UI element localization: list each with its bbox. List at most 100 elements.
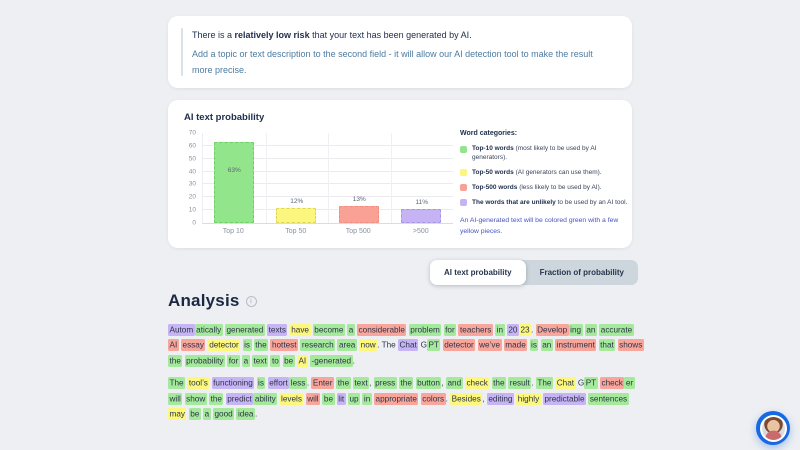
highlighted-token: . <box>445 394 448 403</box>
highlighted-token: hottest <box>270 339 299 351</box>
highlighted-token: the <box>336 377 351 389</box>
highlighted-token: press <box>373 377 397 389</box>
legend-note: An AI-generated text will be colored gre… <box>460 217 619 235</box>
legend-item: The words that are unlikely to be used b… <box>460 199 630 208</box>
highlighted-token: . <box>531 325 534 334</box>
highlighted-token: considerable <box>357 323 407 336</box>
legend-item-text: Top-500 words (less likely to be used by… <box>472 183 602 191</box>
support-chat-button[interactable] <box>756 411 790 445</box>
highlighted-token: may <box>168 408 187 420</box>
highlighted-token: is <box>256 377 266 389</box>
highlighted-token: lit <box>336 392 346 405</box>
highlighted-token: PT <box>584 377 598 389</box>
highlighted-token: predictable <box>542 392 587 405</box>
highlighted-token: AI <box>296 354 308 367</box>
highlighted-token: colors <box>420 392 446 405</box>
highlighted-token: Enter <box>311 377 334 389</box>
highlighted-token: . <box>377 340 380 350</box>
highlighted-token: Besides <box>450 392 483 405</box>
risk-card-accent-line <box>181 28 183 76</box>
highlighted-token: a <box>347 323 355 336</box>
x-axis: Top 10 Top 50 Top 500 >500 <box>202 226 452 235</box>
bar-chart: 0 10 20 30 40 50 60 70 63% 12% 13% 11% Top 10 Top 5… <box>184 129 454 237</box>
highlighted-token: detector <box>207 339 241 351</box>
highlighted-token: . <box>531 378 534 388</box>
bar-value-label: 12% <box>290 197 304 205</box>
tab-fraction-of-probability[interactable]: Fraction of probability <box>526 260 638 285</box>
highlighted-token: an <box>584 323 597 336</box>
highlighted-token: highly <box>516 392 541 405</box>
y-axis-tick-label: 30 <box>188 180 196 188</box>
highlighted-token: result <box>508 377 532 389</box>
y-axis-tick-label: 0 <box>192 219 196 227</box>
bar-value-label: 13% <box>352 196 366 204</box>
y-axis-tick-label: 60 <box>188 142 196 150</box>
y-axis-tick-label: 10 <box>188 206 196 214</box>
y-axis-tick-label: 70 <box>188 129 196 137</box>
legend-swatch <box>460 184 467 191</box>
highlighted-token: text <box>251 354 269 367</box>
highlighted-token: G <box>420 340 427 350</box>
gridline-vertical <box>265 133 267 223</box>
y-axis-tick-label: 50 <box>188 155 196 163</box>
risk-summary-card: There is a relatively low risk that your… <box>168 16 632 88</box>
x-axis-label: >500 <box>412 228 429 235</box>
highlighted-token: the <box>253 339 269 351</box>
bar-top-10 <box>213 142 254 223</box>
highlighted-token: effort <box>267 377 290 389</box>
risk-level-text: relatively low risk <box>234 30 310 40</box>
highlighted-token: appropriate <box>374 392 419 405</box>
highlighted-token: be <box>188 408 201 420</box>
highlighted-token: , <box>441 378 444 388</box>
highlighted-token: AI <box>168 339 179 351</box>
support-agent-photo <box>759 414 787 442</box>
risk-headline-prefix: There is a <box>192 30 235 40</box>
highlighted-token: atically <box>194 323 223 336</box>
highlighted-token: text <box>352 377 370 389</box>
highlighted-token: area <box>337 339 357 351</box>
highlighted-token: functioning <box>211 377 255 389</box>
highlighted-token: is <box>529 339 539 351</box>
legend-swatch <box>460 169 467 176</box>
highlighted-token: have <box>289 323 311 336</box>
legend-swatch <box>460 199 467 206</box>
highlighted-token: to <box>270 354 281 367</box>
analysis-paragraph-1: Autom atically generated texts have becom… <box>168 322 646 369</box>
chart-title: AI text probability <box>184 112 265 123</box>
highlighted-token: Develop <box>535 323 569 336</box>
bar-slot: 63% <box>203 133 266 223</box>
highlighted-token: PT <box>426 339 441 351</box>
highlighted-token: generated <box>224 323 265 336</box>
risk-hint-text: Add a topic or text description to the s… <box>192 49 593 75</box>
highlighted-token: be <box>322 392 335 405</box>
highlighted-token: now <box>359 339 378 351</box>
highlighted-token: G <box>577 378 585 388</box>
highlighted-token: for <box>227 354 240 367</box>
highlighted-token: essay <box>181 339 206 351</box>
info-icon[interactable]: i <box>245 295 257 307</box>
highlighted-token: problem <box>408 323 442 336</box>
highlighted-token: good <box>212 408 235 420</box>
bar-top-50 <box>276 207 317 223</box>
risk-headline-suffix: that your text has been generated by AI. <box>309 30 472 40</box>
highlighted-token: ability <box>253 392 278 405</box>
highlighted-token: levels <box>279 392 304 405</box>
highlighted-token: ing <box>568 323 583 336</box>
y-axis: 0 10 20 30 40 50 60 70 <box>184 129 198 227</box>
bar-slot: 11% <box>391 133 454 223</box>
highlighted-token: tool’s <box>187 377 210 389</box>
highlighted-token: idea <box>236 408 255 420</box>
highlighted-token: for <box>443 323 457 336</box>
analysis-heading: Analysis i <box>168 291 646 311</box>
highlighted-token: er <box>624 377 635 389</box>
highlighted-token: instrument <box>555 339 597 351</box>
legend-title: Word categories: <box>460 130 518 137</box>
highlighted-token: The <box>381 340 396 350</box>
tab-ai-text-probability[interactable]: AI text probability <box>430 260 526 285</box>
highlighted-token: The <box>535 377 553 389</box>
highlighted-token: teachers <box>458 323 493 336</box>
highlighted-token: and <box>445 377 463 389</box>
chart-card: AI text probability 0 10 20 30 40 50 60 70 63% 1… <box>168 100 632 248</box>
bar-value-label: 63% <box>227 166 241 174</box>
legend-item-text: Top-50 words (AI generators can use them… <box>472 168 602 176</box>
